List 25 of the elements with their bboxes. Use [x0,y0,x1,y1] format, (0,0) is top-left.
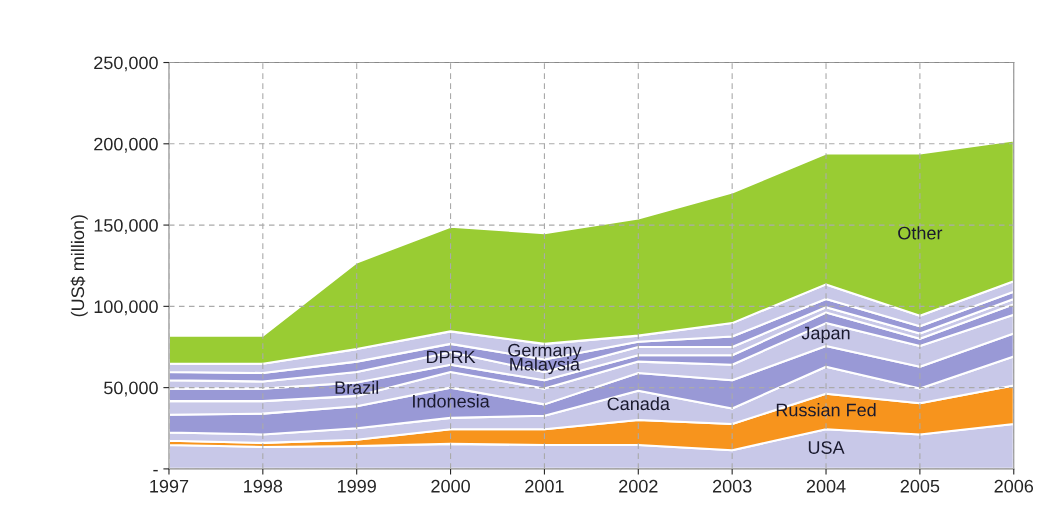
x-tick-label: 2004 [806,479,846,493]
x-tick-label: 1998 [244,479,283,493]
y-tick-label: 200,000 [94,137,158,153]
series-label: Indonesia [413,394,490,408]
series-label: USA [808,441,845,454]
x-tick-label: 2005 [900,479,940,493]
series-label: Canada [607,396,670,411]
x-tick-label: 2006 [994,479,1034,493]
series-label: Japan [801,326,850,343]
series-label: Other [898,226,943,240]
x-tick-label: 2000 [431,479,470,493]
series-label: Brazil [335,380,379,395]
x-tick-label: 1999 [337,479,376,493]
y-tick-label: 250,000 [94,56,158,72]
series-label: DPRK [426,350,476,364]
y-tick-label: 50,000 [104,381,158,397]
y-tick-label: 150,000 [94,219,158,234]
x-tick-label: 2003 [712,479,752,493]
x-tick-label: 1997 [150,479,189,493]
series-label: Russian Fed [776,403,876,417]
y-tick-label: 100,000 [94,300,158,316]
y-tick-label: - [153,469,158,472]
x-tick-label: 2002 [619,479,658,493]
x-tick-label: 2001 [525,479,564,493]
y-axis-title: (US$ million) [70,215,88,317]
